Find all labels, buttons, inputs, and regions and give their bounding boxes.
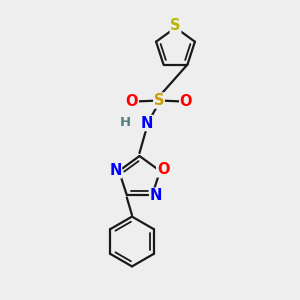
- Text: S: S: [154, 93, 164, 108]
- Text: N: N: [109, 163, 122, 178]
- Text: O: O: [126, 94, 138, 110]
- Text: N: N: [140, 116, 153, 130]
- Text: O: O: [157, 162, 169, 177]
- Text: H: H: [120, 116, 131, 129]
- Text: S: S: [170, 18, 181, 33]
- Text: N: N: [150, 188, 162, 203]
- Text: O: O: [180, 94, 192, 110]
